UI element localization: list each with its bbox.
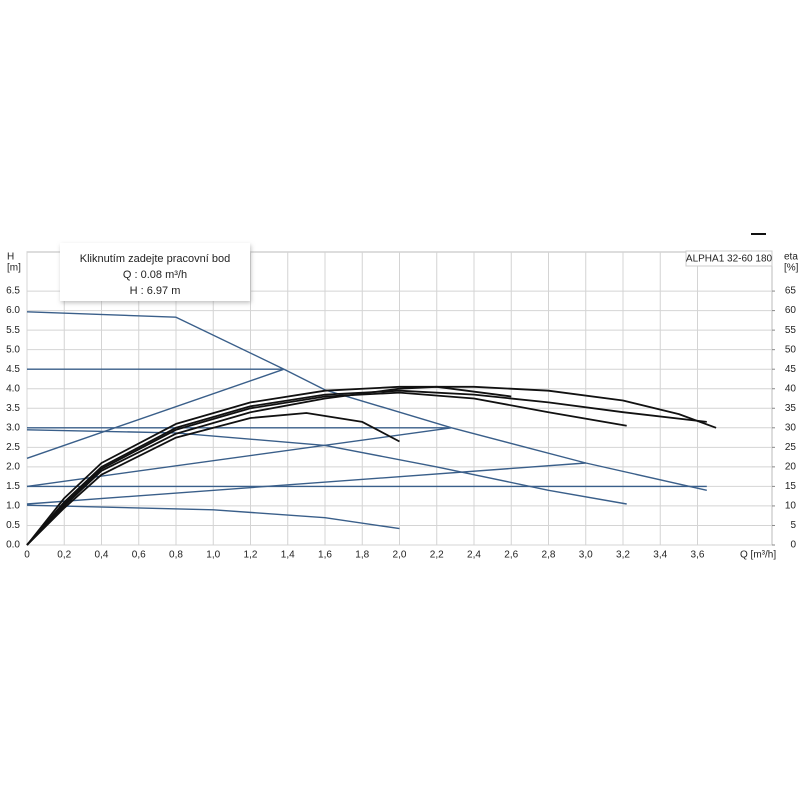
y-tick-label: 4.5 [6, 364, 20, 375]
y2-axis-label: eta [784, 252, 798, 263]
y-tick-label: 4.0 [6, 383, 20, 394]
curve [26, 391, 627, 546]
y-tick-label: 0.5 [6, 520, 20, 531]
y2-tick-label: 10 [785, 501, 797, 512]
y2-tick-label: 5 [790, 520, 796, 531]
y2-tick-label: 60 [785, 305, 797, 316]
y-tick-label: 6.0 [6, 305, 20, 316]
x-tick-label: 1,0 [206, 550, 220, 561]
y2-tick-label: 65 [785, 286, 797, 297]
annotation-text: Q : 0.08 m³/h [123, 269, 187, 281]
y-tick-label: 0.0 [6, 540, 20, 551]
x-tick-label: 2,0 [393, 550, 407, 561]
x-tick-label: 0,2 [57, 550, 71, 561]
y-tick-label: 3.5 [6, 403, 20, 414]
y2-tick-label: 40 [785, 383, 797, 394]
y2-tick-label: 30 [785, 422, 797, 433]
y2-tick-label: 15 [785, 481, 797, 492]
x-tick-label: 2,6 [504, 550, 518, 561]
y2-tick-label: 35 [785, 403, 797, 414]
x-tick-label: 1,6 [318, 550, 332, 561]
curve [26, 427, 452, 488]
x-tick-label: 0 [24, 550, 30, 561]
y-axis-label: H [7, 252, 14, 263]
y2-tick-label: 25 [785, 442, 797, 453]
y-tick-label: 1.0 [6, 501, 20, 512]
x-tick-label: 3,6 [691, 550, 705, 561]
model-box [685, 250, 773, 267]
x-tick-label: 1,4 [281, 550, 295, 561]
x-tick-label: 0,8 [169, 550, 183, 561]
y-tick-label: 1.5 [6, 481, 20, 492]
y-tick-label: 2.5 [6, 442, 20, 453]
minimize-icon[interactable] [751, 233, 766, 235]
x-tick-label: 0,6 [132, 550, 146, 561]
x-tick-label: 3,2 [616, 550, 630, 561]
curve [26, 385, 512, 546]
annotation-text: Kliknutím zadejte pracovní bod [80, 253, 230, 265]
y2-tick-label: 0 [790, 540, 796, 551]
annotation-text: H : 6.97 m [130, 285, 181, 297]
x-tick-label: 2,4 [467, 550, 481, 561]
curve [26, 368, 285, 459]
curve [26, 429, 627, 505]
y2-tick-label: 50 [785, 344, 797, 355]
curve [26, 504, 400, 530]
annotation-box [60, 243, 250, 301]
y-axis-unit: [m] [7, 263, 21, 274]
x-axis-label: Q [m³/h] [740, 550, 776, 561]
curve [26, 385, 717, 546]
x-tick-label: 3,0 [579, 550, 593, 561]
y-tick-label: 5.5 [6, 325, 20, 336]
y-tick-label: 5.0 [6, 344, 20, 355]
x-tick-label: 2,8 [542, 550, 556, 561]
y-tick-label: 3.0 [6, 422, 20, 433]
curve [26, 412, 400, 546]
y-tick-label: 2.0 [6, 462, 20, 473]
y2-tick-label: 55 [785, 325, 797, 336]
plot-area: 0 0,2 0,4 0,6 0,8 1,0 1,2 1,4 1,6 1,8 2,0 2,2 2,4 2,6… [6, 251, 797, 561]
curve [26, 462, 586, 505]
x-tick-label: 2,2 [430, 550, 444, 561]
x-tick-label: 3,4 [653, 550, 667, 561]
x-tick-label: 1,8 [355, 550, 369, 561]
y2-axis-unit: [%] [784, 263, 799, 274]
y-tick-label: 6.5 [6, 286, 20, 297]
model-label: ALPHA1 32-60 180 [686, 254, 773, 265]
x-tick-label: 0,4 [95, 550, 109, 561]
y2-tick-label: 20 [785, 462, 797, 473]
y2-tick-label: 45 [785, 364, 797, 375]
curve [26, 389, 707, 546]
x-tick-label: 1,2 [244, 550, 258, 561]
